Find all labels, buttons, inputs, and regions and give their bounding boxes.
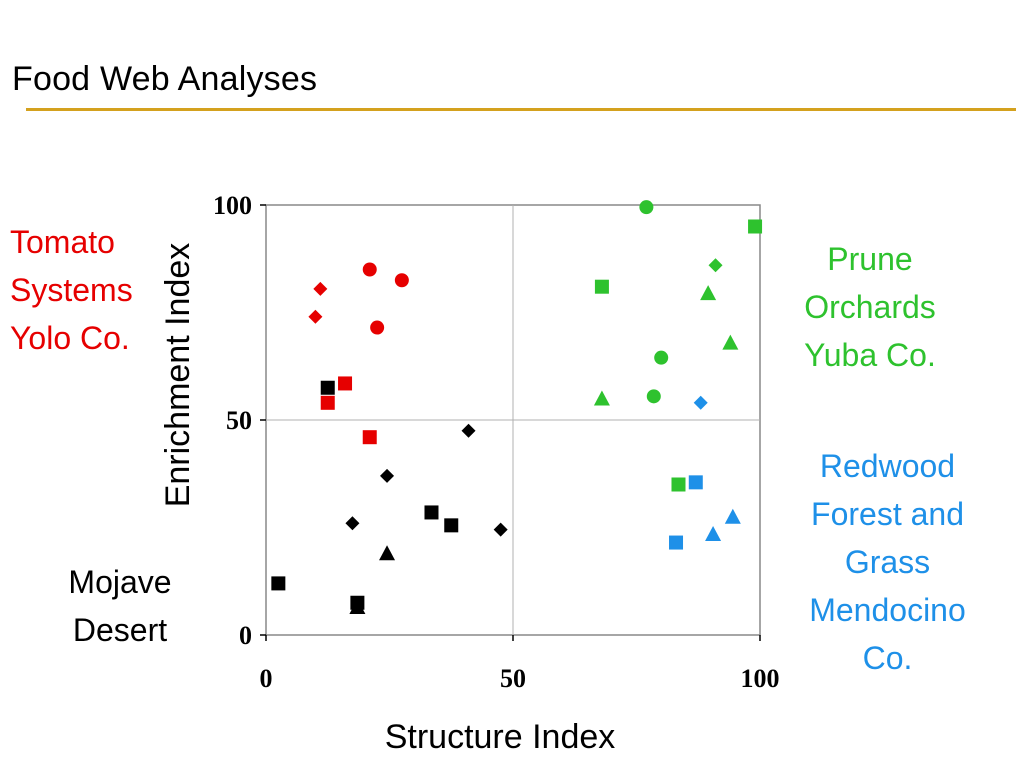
group-label-line: Orchards bbox=[804, 289, 936, 325]
data-point-diamond bbox=[345, 516, 360, 531]
group-label-line: Grass bbox=[844, 544, 931, 580]
group-label-line: Tomato bbox=[10, 224, 115, 260]
data-point-diamond bbox=[461, 423, 476, 438]
data-point-diamond bbox=[380, 468, 395, 483]
data-point-square bbox=[444, 518, 459, 533]
x-tick-label: 50 bbox=[500, 664, 526, 693]
group-label-line: Prune bbox=[827, 241, 913, 277]
data-point-triangle bbox=[700, 285, 717, 301]
data-point-circle bbox=[646, 389, 661, 404]
data-point-square bbox=[669, 535, 684, 550]
group-label-line: Redwood bbox=[819, 448, 956, 484]
x-tick-label: 100 bbox=[741, 664, 780, 693]
group-label-prune: Prune Orchards Yuba Co. bbox=[770, 235, 970, 379]
data-point-triangle bbox=[722, 334, 739, 350]
group-label-line: Yolo Co. bbox=[10, 320, 130, 356]
data-point-triangle bbox=[593, 390, 610, 406]
y-tick-label: 0 bbox=[239, 621, 252, 650]
data-point-diamond bbox=[693, 395, 708, 410]
group-label-redwood: Redwood Forest and Grass Mendocino Co. bbox=[780, 442, 995, 682]
data-point-square bbox=[671, 477, 686, 492]
y-tick-label: 100 bbox=[213, 191, 252, 220]
data-point-square bbox=[688, 475, 703, 490]
data-point-triangle bbox=[705, 525, 722, 541]
data-point-triangle bbox=[724, 508, 741, 524]
group-label-line: Mojave bbox=[68, 564, 172, 600]
data-point-circle bbox=[639, 200, 654, 215]
data-point-square bbox=[748, 219, 763, 234]
data-point-square bbox=[320, 395, 335, 410]
y-tick-label: 50 bbox=[226, 406, 252, 435]
data-point-circle bbox=[394, 273, 409, 288]
data-point-diamond bbox=[493, 522, 508, 537]
page-title: Food Web Analyses bbox=[12, 60, 318, 98]
data-point-square bbox=[362, 430, 377, 445]
group-label-line: Co. bbox=[862, 640, 913, 676]
data-point-circle bbox=[654, 350, 669, 365]
data-point-diamond bbox=[313, 281, 328, 296]
group-label-line: Forest and bbox=[811, 496, 964, 532]
group-label-tomato: Tomato Systems Yolo Co. bbox=[10, 218, 133, 362]
data-point-square bbox=[424, 505, 439, 520]
data-point-square bbox=[338, 376, 353, 391]
data-point-triangle bbox=[379, 545, 396, 561]
group-label-line: Mendocino bbox=[809, 592, 966, 628]
x-tick-label: 0 bbox=[260, 664, 273, 693]
group-label-line: Yuba Co. bbox=[804, 337, 936, 373]
group-label-mojave: Mojave Desert bbox=[40, 558, 200, 654]
data-point-circle bbox=[362, 262, 377, 277]
data-point-triangle bbox=[349, 599, 366, 615]
data-point-square bbox=[594, 279, 609, 294]
group-label-line: Desert bbox=[72, 612, 168, 648]
data-point-diamond bbox=[308, 309, 323, 324]
group-label-line: Systems bbox=[10, 272, 133, 308]
data-point-square bbox=[271, 576, 286, 591]
data-point-square bbox=[320, 380, 335, 395]
data-point-diamond bbox=[708, 258, 723, 273]
data-point-circle bbox=[370, 320, 385, 335]
x-axis-title: Structure Index bbox=[384, 718, 616, 756]
title-divider bbox=[26, 108, 1016, 111]
